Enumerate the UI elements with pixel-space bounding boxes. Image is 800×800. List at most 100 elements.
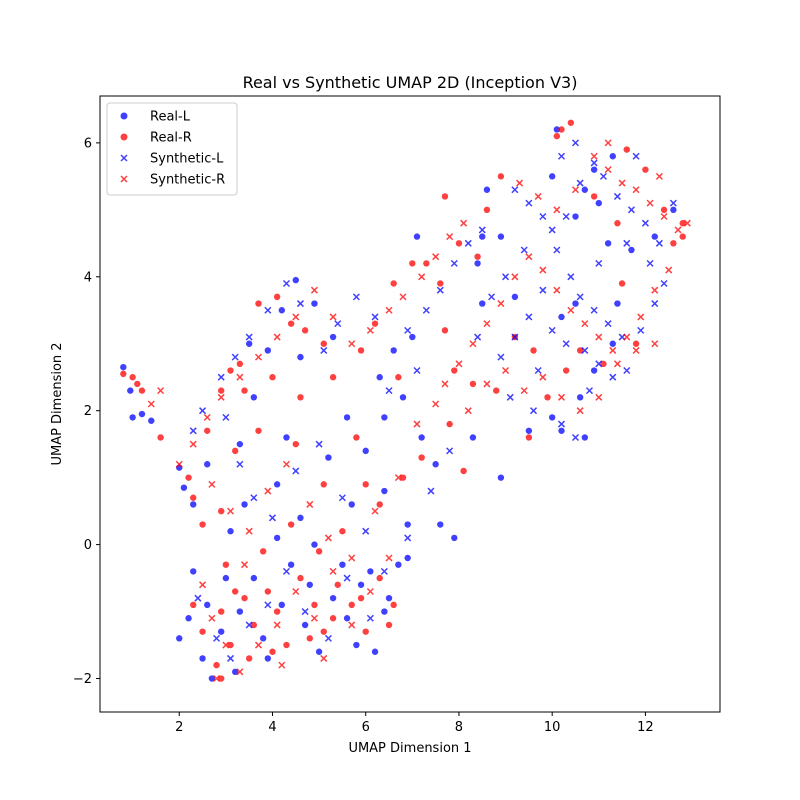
legend-label: Synthetic-R xyxy=(150,173,225,188)
data-point xyxy=(320,654,328,662)
data-point xyxy=(292,313,300,321)
data-point xyxy=(548,414,556,421)
x-tick-label: 4 xyxy=(268,720,276,735)
x-tick-label: 10 xyxy=(544,720,561,735)
data-point xyxy=(446,447,454,455)
data-point xyxy=(567,119,575,126)
data-point xyxy=(502,366,510,375)
data-point xyxy=(413,233,421,240)
data-point xyxy=(436,286,444,294)
data-point xyxy=(339,561,346,568)
data-point xyxy=(548,173,556,180)
data-point xyxy=(609,153,616,160)
data-point xyxy=(441,193,449,200)
data-point xyxy=(217,393,225,401)
data-point xyxy=(269,374,276,381)
data-point xyxy=(190,601,197,609)
data-point xyxy=(120,370,127,378)
data-point xyxy=(385,594,393,602)
data-point xyxy=(278,661,286,669)
data-point xyxy=(250,574,258,582)
data-point xyxy=(418,454,425,461)
data-point xyxy=(362,527,370,535)
data-point xyxy=(231,588,239,595)
data-point xyxy=(208,480,216,488)
data-point xyxy=(609,340,616,347)
data-point xyxy=(292,276,299,284)
data-point xyxy=(353,434,360,441)
data-point xyxy=(180,484,188,491)
data-point xyxy=(595,259,603,267)
data-point xyxy=(669,199,677,207)
data-point xyxy=(297,394,304,401)
data-point xyxy=(278,601,286,609)
data-point xyxy=(226,654,235,662)
data-point xyxy=(376,374,383,381)
data-point xyxy=(632,340,640,347)
data-point xyxy=(348,601,355,609)
data-point xyxy=(418,434,425,441)
data-point xyxy=(292,587,300,596)
data-point xyxy=(469,434,477,441)
data-point xyxy=(297,514,304,522)
data-point xyxy=(413,420,421,428)
data-point xyxy=(241,501,248,508)
data-point xyxy=(562,340,570,348)
data-point xyxy=(478,226,486,234)
data-point xyxy=(385,387,393,395)
data-point xyxy=(138,410,146,418)
data-point xyxy=(222,561,230,568)
data-point xyxy=(399,394,407,401)
legend-box xyxy=(106,102,238,196)
data-point xyxy=(301,327,309,334)
data-point xyxy=(520,246,528,254)
data-point xyxy=(674,226,682,234)
data-point xyxy=(315,648,323,655)
data-point xyxy=(469,380,477,388)
data-point xyxy=(432,461,439,468)
data-point xyxy=(399,293,407,301)
data-point xyxy=(199,521,206,528)
data-point xyxy=(609,346,617,354)
data-point xyxy=(525,434,533,441)
data-point xyxy=(204,427,211,434)
data-point xyxy=(371,313,379,321)
data-point xyxy=(176,464,183,471)
data-point xyxy=(399,474,407,481)
series-real-l xyxy=(120,126,677,682)
data-point xyxy=(329,615,337,622)
data-point xyxy=(254,641,263,649)
data-point xyxy=(236,460,244,468)
data-point xyxy=(614,300,621,307)
data-point xyxy=(683,219,691,227)
data-point xyxy=(329,333,337,341)
data-point xyxy=(273,608,281,615)
plot-area-frame xyxy=(99,95,721,713)
data-point xyxy=(628,246,635,254)
data-point xyxy=(651,233,658,240)
data-point xyxy=(525,253,533,261)
data-point xyxy=(241,387,248,394)
data-point xyxy=(553,132,561,140)
data-point xyxy=(255,427,262,434)
data-point xyxy=(590,166,598,173)
data-point xyxy=(203,413,211,421)
data-point xyxy=(613,192,621,200)
data-point xyxy=(157,387,165,395)
data-point xyxy=(595,333,603,341)
data-point xyxy=(627,206,635,214)
data-point xyxy=(245,340,253,347)
data-point xyxy=(138,387,146,394)
data-point xyxy=(324,634,332,642)
data-point xyxy=(353,641,360,649)
data-point xyxy=(366,326,374,334)
data-point xyxy=(236,373,244,381)
legend-marker xyxy=(120,154,128,162)
y-tick-label: −2 xyxy=(73,672,92,687)
data-point xyxy=(134,380,141,388)
data-point xyxy=(315,440,323,448)
data-point xyxy=(371,507,379,515)
data-point xyxy=(539,373,547,381)
data-point xyxy=(129,414,136,421)
data-point xyxy=(348,554,356,562)
